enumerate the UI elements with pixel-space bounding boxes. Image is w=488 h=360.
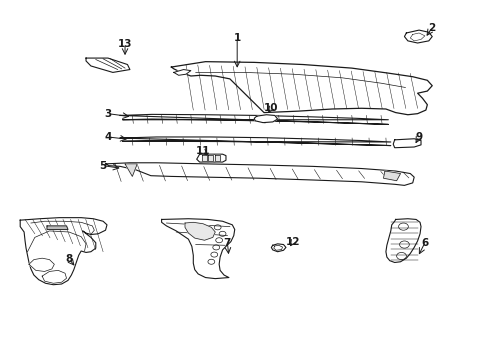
Text: 8: 8 [65,254,72,264]
Polygon shape [120,114,387,125]
Text: 10: 10 [264,103,278,113]
Text: 7: 7 [224,238,231,248]
Polygon shape [202,155,206,161]
Text: 12: 12 [285,237,300,247]
Polygon shape [184,222,215,240]
Text: 6: 6 [421,238,427,248]
Polygon shape [214,155,219,161]
Polygon shape [404,30,431,43]
Polygon shape [385,219,420,262]
Polygon shape [120,137,390,145]
Text: 3: 3 [104,109,111,119]
Polygon shape [125,164,137,176]
Polygon shape [271,244,285,252]
Polygon shape [173,69,190,75]
Text: 5: 5 [99,161,106,171]
Polygon shape [20,218,107,285]
Polygon shape [196,154,225,162]
Text: 13: 13 [118,39,132,49]
Polygon shape [86,58,130,72]
Polygon shape [105,163,413,185]
Polygon shape [171,62,431,115]
Polygon shape [161,219,234,279]
Polygon shape [254,115,277,123]
Text: 1: 1 [233,33,240,43]
Text: 9: 9 [415,132,422,142]
Text: 4: 4 [104,132,111,142]
Polygon shape [383,171,400,181]
Text: 11: 11 [195,146,210,156]
Text: 2: 2 [427,23,435,33]
Polygon shape [29,258,54,271]
Polygon shape [208,155,213,161]
Polygon shape [47,226,68,229]
Polygon shape [392,139,420,148]
Polygon shape [42,270,66,283]
